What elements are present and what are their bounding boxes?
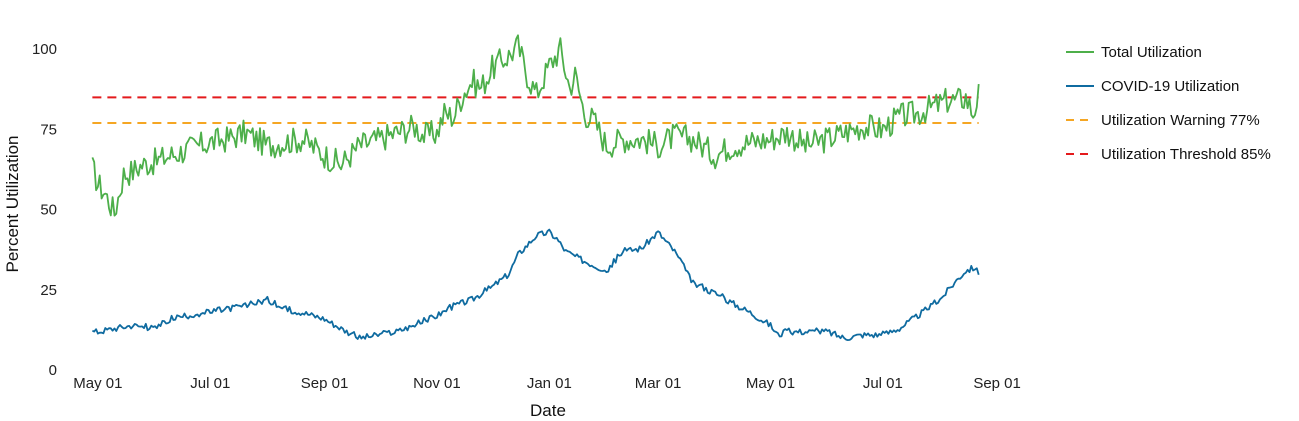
y-tick-label: 100 <box>32 41 57 58</box>
x-tick-label: Jul 01 <box>863 375 903 392</box>
y-axis-ticks: 0 25 50 75 100 <box>32 41 57 379</box>
y-tick-label: 25 <box>40 282 57 299</box>
x-tick-label: May 01 <box>746 375 795 392</box>
legend-label: Utilization Warning 77% <box>1101 112 1260 129</box>
legend-item[interactable]: Total Utilization <box>1066 44 1202 61</box>
x-tick-label: Sep 01 <box>301 375 349 392</box>
y-tick-label: 75 <box>40 121 57 138</box>
x-axis-ticks: May 01 Jul 01 Sep 01 Nov 01 Jan 01 Mar 01 May … <box>73 375 1021 392</box>
x-tick-label: Sep 01 <box>973 375 1021 392</box>
legend-item[interactable]: Utilization Warning 77% <box>1066 112 1260 129</box>
x-tick-label: May 01 <box>73 375 122 392</box>
x-axis-title: Date <box>530 401 566 420</box>
series-lines <box>91 34 980 341</box>
y-tick-label: 50 <box>40 202 57 219</box>
legend-item[interactable]: COVID-19 Utilization <box>1066 78 1239 95</box>
series-line-covid-utilization <box>91 228 980 341</box>
legend-label: Total Utilization <box>1101 44 1202 61</box>
y-axis-title: Percent Utilization <box>3 135 22 272</box>
legend-item[interactable]: Utilization Threshold 85% <box>1066 146 1271 163</box>
legend-label: COVID-19 Utilization <box>1101 78 1239 95</box>
x-tick-label: Jan 01 <box>527 375 572 392</box>
legend-label: Utilization Threshold 85% <box>1101 146 1271 163</box>
legend[interactable]: Total Utilization COVID-19 Utilization Uti… <box>1066 44 1271 163</box>
x-tick-label: Nov 01 <box>413 375 461 392</box>
series-line-total-utilization <box>91 34 980 217</box>
x-tick-label: Jul 01 <box>190 375 230 392</box>
y-tick-label: 0 <box>49 362 57 379</box>
x-tick-label: Mar 01 <box>635 375 682 392</box>
